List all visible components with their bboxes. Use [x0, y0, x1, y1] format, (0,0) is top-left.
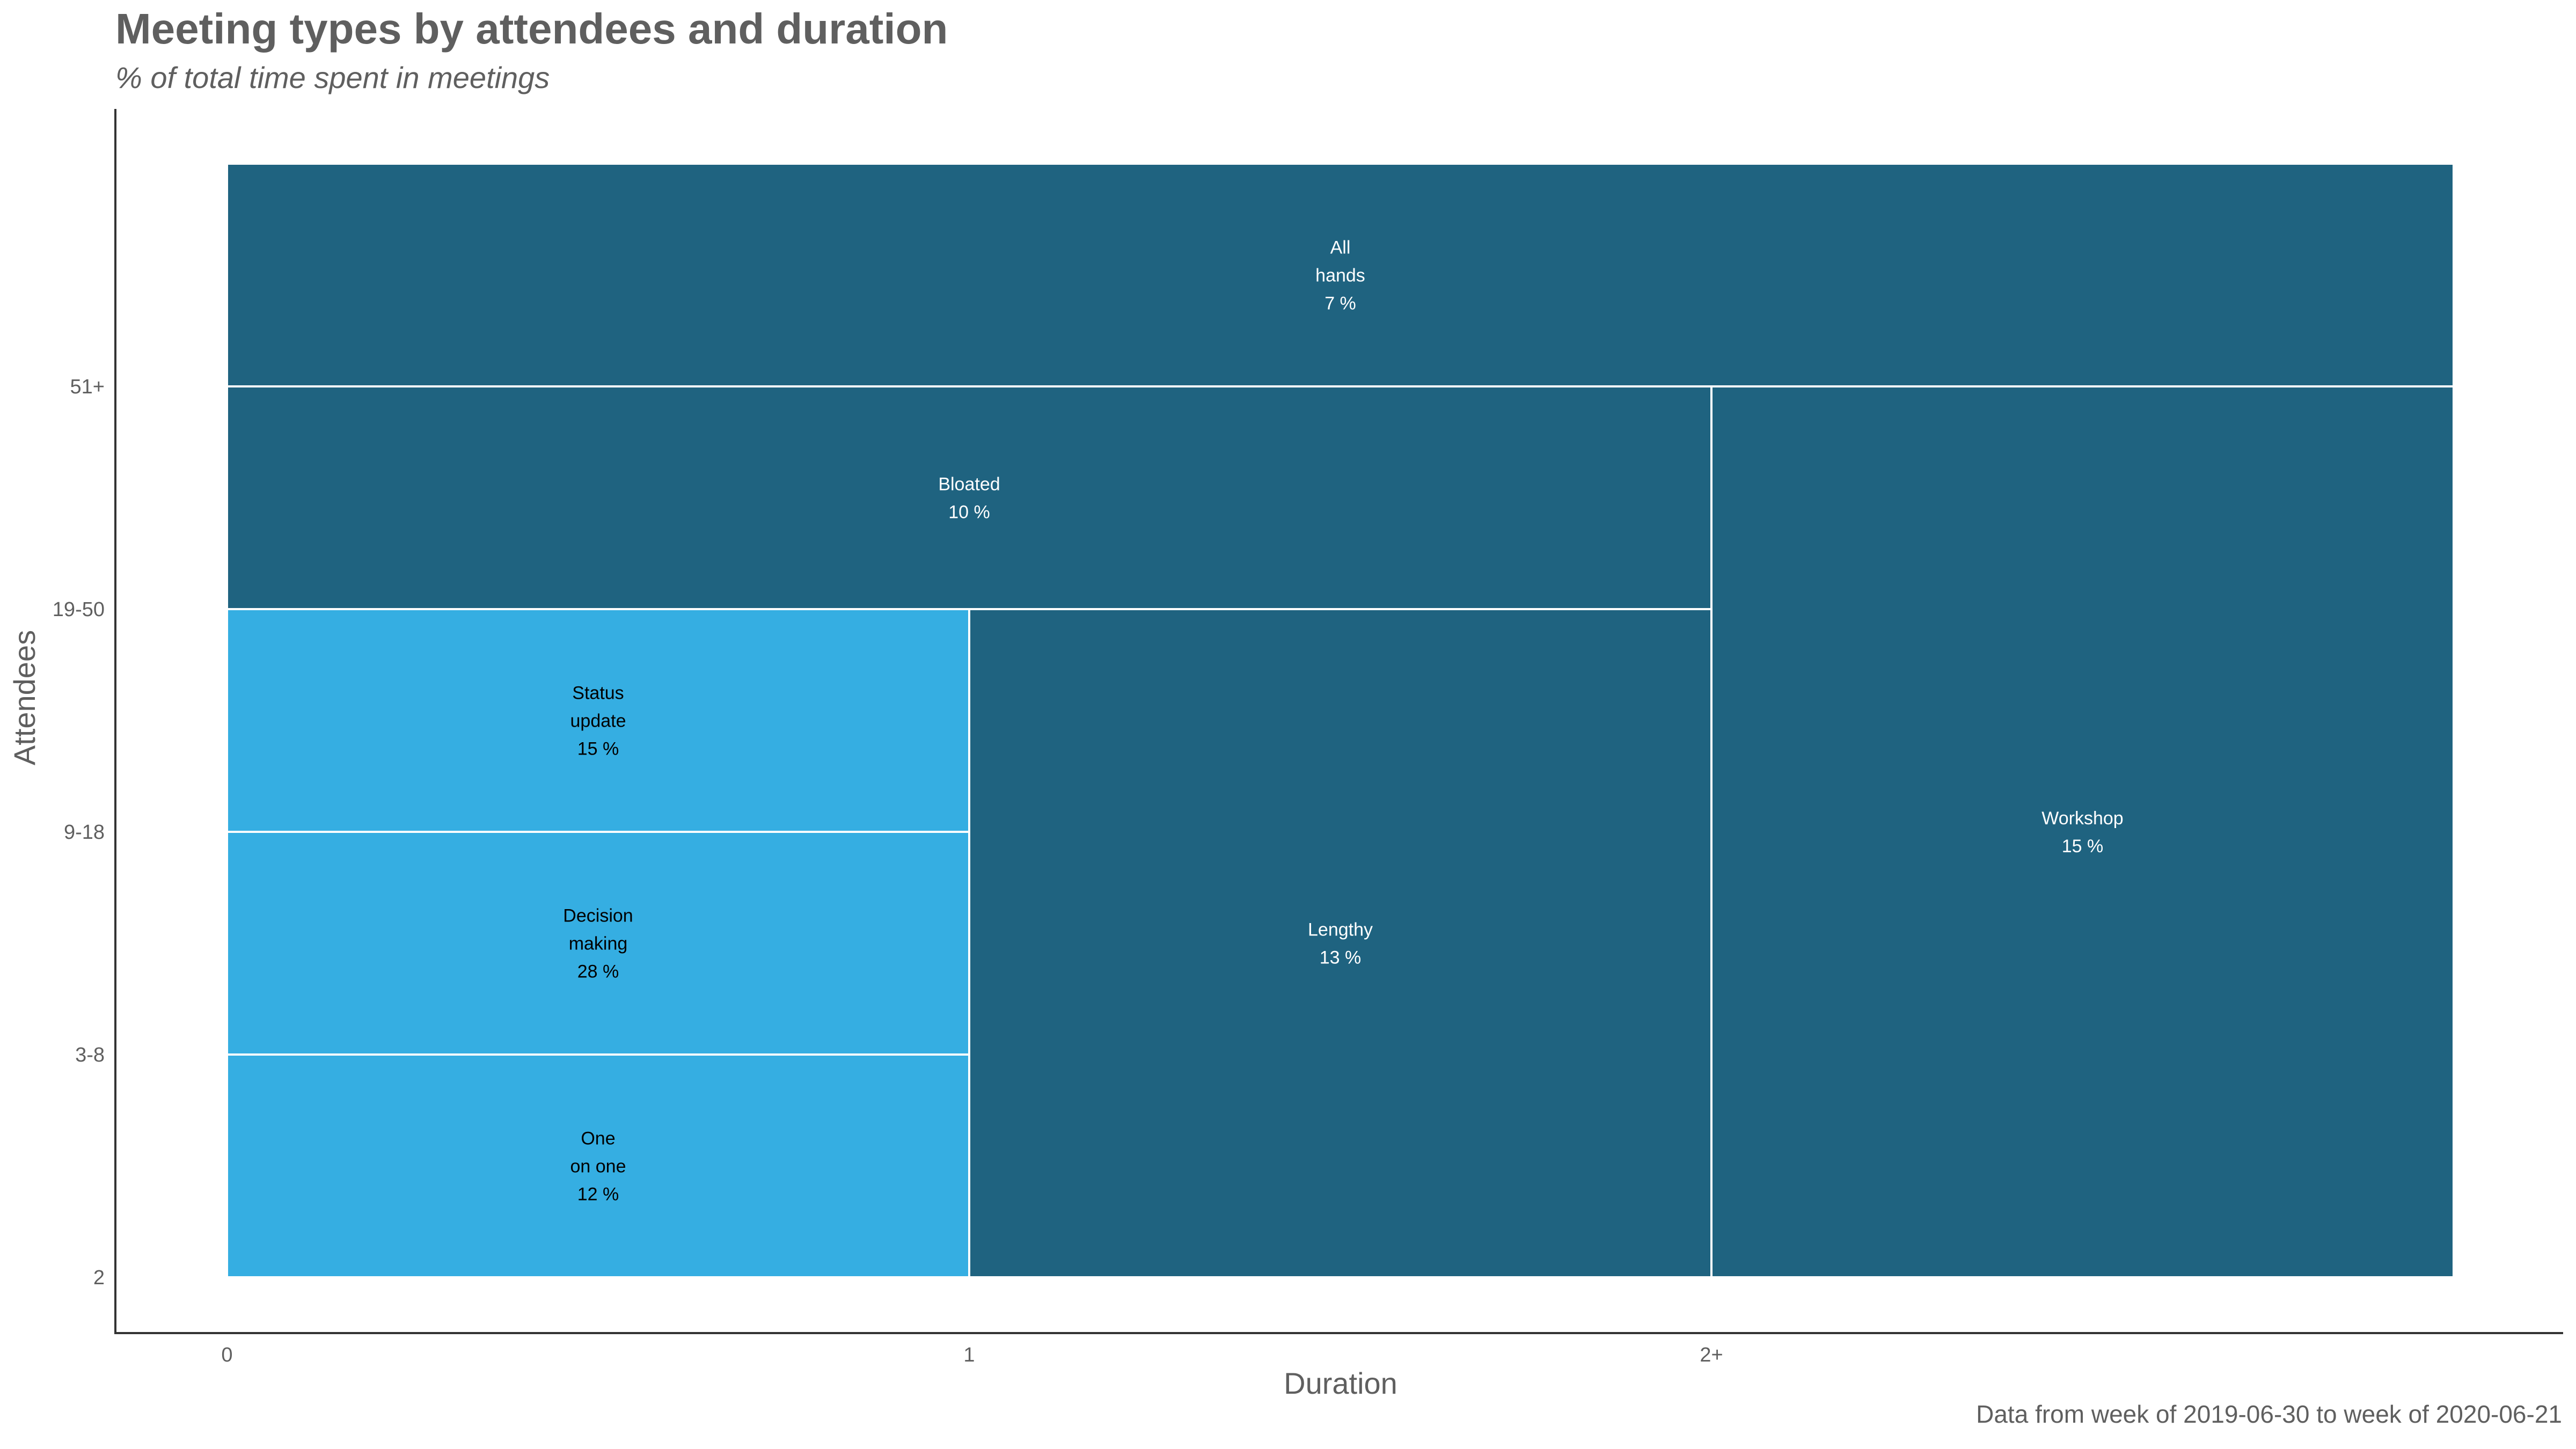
cell-label-line: Decision [563, 906, 633, 926]
cell-all-hands [226, 163, 2455, 387]
cell-label-line: 13 % [1320, 948, 1362, 968]
y-tick-label: 51+ [70, 376, 105, 398]
x-tick-labels: 0 1 2+ [221, 1344, 1723, 1366]
cell-label-line: making [569, 934, 628, 954]
y-tick-label: 19-50 [53, 598, 105, 621]
cell-label-status-update: Status update 15 % [570, 683, 626, 759]
x-tick-label: 0 [221, 1344, 232, 1366]
cell-label-one-on-one: One on one 12 % [570, 1129, 626, 1205]
cell-label-lengthy: Lengthy 13 % [1308, 920, 1373, 968]
y-tick-label: 3-8 [75, 1044, 105, 1066]
y-tick-label: 9-18 [64, 821, 105, 844]
cell-label-line: 28 % [577, 962, 619, 982]
cell-label-line: 10 % [948, 502, 990, 523]
cell-label-all-hands: All hands 7 % [1315, 238, 1365, 314]
cell-label-line: All [1330, 238, 1351, 258]
cell-labels: One on one 12 % Decision making 28 % Status upd… [563, 238, 2123, 1205]
cell-label-line: One [581, 1129, 615, 1149]
y-tick-labels: 2 3-8 9-18 19-50 51+ [53, 376, 105, 1289]
chart-title: Meeting types by attendees and duration [115, 5, 948, 53]
cell-label-line: 15 % [2062, 836, 2104, 857]
y-tick-label: 2 [93, 1267, 105, 1289]
y-axis-label: Attendees [8, 630, 41, 765]
cell-status-update [226, 608, 970, 833]
cell-label-bloated: Bloated 10 % [938, 474, 1000, 523]
cell-label-line: update [570, 711, 626, 731]
cell-label-line: hands [1315, 266, 1365, 286]
cell-label-line: Workshop [2041, 808, 2123, 829]
cell-label-line: 12 % [577, 1184, 619, 1205]
cell-label-line: on one [570, 1157, 626, 1177]
chart-subtitle: % of total time spent in meetings [115, 61, 550, 94]
cell-lengthy [968, 608, 1713, 1278]
x-tick-label: 1 [963, 1344, 975, 1366]
cell-label-line: Lengthy [1308, 920, 1373, 940]
x-tick-label: 2+ [1700, 1344, 1723, 1366]
cell-bloated [226, 385, 1713, 610]
mosaic-cells [226, 163, 2455, 1278]
cell-label-line: 7 % [1324, 294, 1356, 314]
cell-label-line: Status [572, 683, 624, 704]
chart-caption: Data from week of 2019-06-30 to week of … [1976, 1400, 2562, 1428]
cell-workshop [1710, 385, 2455, 1278]
x-axis-label: Duration [1284, 1366, 1397, 1400]
cell-label-line: Bloated [938, 474, 1000, 495]
cell-one-on-one [226, 1053, 970, 1278]
cell-label-decision-making: Decision making 28 % [563, 906, 633, 982]
cell-label-workshop: Workshop 15 % [2041, 808, 2123, 857]
cell-label-line: 15 % [577, 739, 619, 759]
